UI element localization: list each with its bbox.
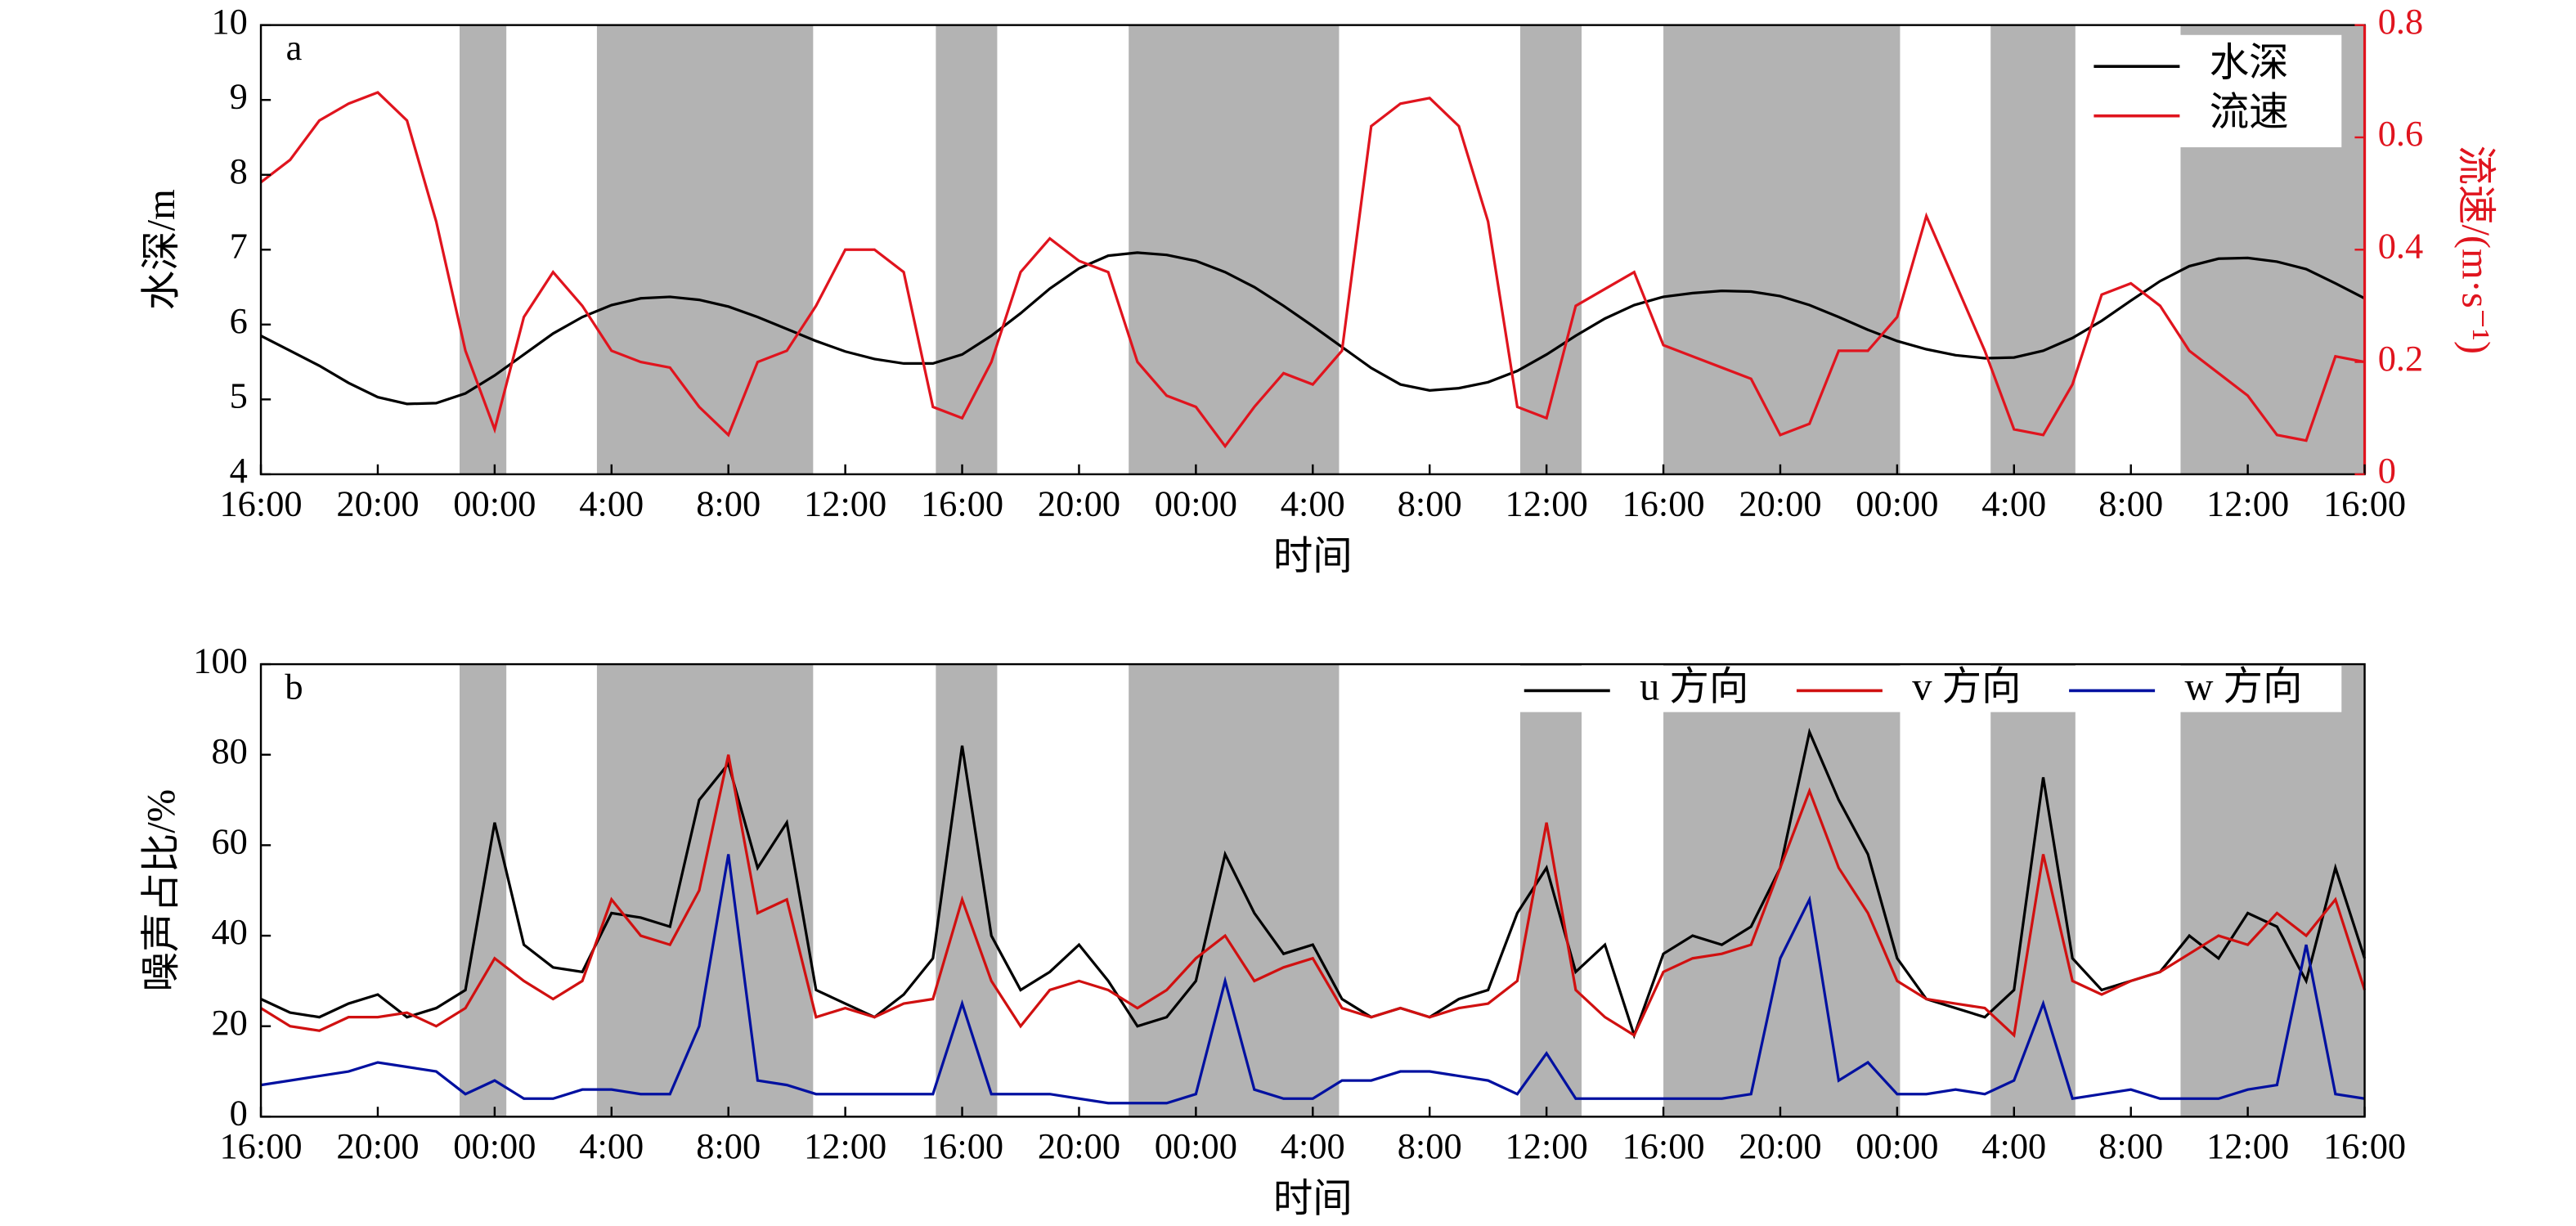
x-tick-label: 12:00 — [804, 1125, 886, 1166]
x-tick-label: 8:00 — [1398, 1125, 1462, 1166]
x-tick-label: 12:00 — [2206, 1125, 2289, 1166]
shaded-period — [596, 25, 814, 474]
data-line — [260, 754, 2367, 1039]
legend-box — [2077, 34, 2342, 148]
x-tick-label: 20:00 — [336, 483, 419, 523]
shaded-period — [936, 664, 998, 1117]
x-tick-label: 20:00 — [336, 1125, 419, 1166]
shaded-period — [1519, 25, 1582, 474]
shaded-period — [1663, 664, 1901, 1117]
x-tick-label: 8:00 — [696, 483, 761, 523]
x-tick-label: 8:00 — [2098, 1125, 2163, 1166]
data-line — [260, 251, 2366, 406]
x-tick-label: 16:00 — [219, 1125, 302, 1166]
y2-axis-label: 流速/(m·s⁻¹) — [2454, 146, 2497, 354]
shaded-period — [2180, 664, 2365, 1117]
shaded-period — [1519, 664, 1582, 1117]
y2-tick-label: 0 — [2378, 450, 2396, 491]
shaded-period — [596, 664, 814, 1117]
x-tick-label: 12:00 — [804, 483, 886, 523]
x-tick-label: 4:00 — [579, 483, 644, 523]
x-tick-label: 00:00 — [1155, 1125, 1237, 1166]
x-tick-label: 20:00 — [1739, 1125, 1821, 1166]
legend-label: w 方向 — [2184, 666, 2302, 709]
legend-label: 流速 — [2210, 91, 2289, 134]
y-tick-label: 7 — [230, 225, 248, 266]
x-tick-label: 16:00 — [1622, 1125, 1704, 1166]
y-tick-label: 0 — [230, 1093, 248, 1134]
x-tick-label: 16:00 — [921, 483, 1003, 523]
panel-label: a — [286, 27, 303, 68]
x-tick-label: 20:00 — [1739, 483, 1821, 523]
x-tick-label: 12:00 — [1506, 1125, 1588, 1166]
x-axis-label: 时间 — [1273, 535, 1353, 578]
shaded-period — [1663, 25, 1901, 474]
x-tick-label: 12:00 — [2206, 483, 2289, 523]
x-tick-label: 16:00 — [2323, 483, 2406, 523]
y-tick-label: 60 — [211, 821, 247, 862]
shaded-period — [1129, 25, 1340, 474]
legend-label: v 方向 — [1912, 666, 2021, 709]
panel-label: b — [285, 667, 303, 707]
y-axis-label: 噪声占比/% — [140, 789, 183, 992]
y2-tick-label: 0.2 — [2378, 338, 2424, 379]
shaded-period — [936, 25, 998, 474]
y-tick-label: 100 — [193, 640, 248, 680]
y-tick-label: 9 — [230, 75, 248, 116]
data-line — [260, 727, 2367, 1040]
x-tick-label: 4:00 — [1281, 483, 1345, 523]
x-tick-label: 4:00 — [579, 1125, 644, 1166]
y-tick-label: 80 — [211, 730, 247, 771]
legend-box — [1507, 666, 2342, 712]
x-tick-label: 16:00 — [1622, 483, 1704, 523]
x-tick-label: 00:00 — [1856, 483, 1938, 523]
legend-label: 水深 — [2210, 41, 2289, 84]
y-tick-label: 5 — [230, 375, 248, 416]
y2-tick-label: 0.8 — [2378, 1, 2424, 42]
x-tick-label: 00:00 — [453, 483, 536, 523]
data-line — [260, 91, 2365, 449]
x-tick-label: 20:00 — [1038, 483, 1120, 523]
x-tick-label: 00:00 — [1856, 1125, 1938, 1166]
data-line — [260, 854, 2365, 1105]
x-tick-label: 4:00 — [1981, 483, 2046, 523]
y-tick-label: 10 — [211, 1, 247, 42]
y2-tick-label: 0.6 — [2378, 113, 2424, 154]
x-tick-label: 8:00 — [2098, 483, 2163, 523]
y-tick-label: 20 — [211, 1002, 247, 1043]
x-tick-label: 16:00 — [2323, 1125, 2406, 1166]
x-tick-label: 20:00 — [1038, 1125, 1120, 1166]
x-tick-label: 4:00 — [1281, 1125, 1345, 1166]
x-tick-label: 00:00 — [453, 1125, 536, 1166]
x-tick-label: 16:00 — [921, 1125, 1003, 1166]
x-axis-label: 时间 — [1273, 1177, 1353, 1220]
x-tick-label: 16:00 — [219, 483, 302, 523]
y-axis-label: 水深/m — [140, 189, 183, 310]
legend-label: u 方向 — [1640, 666, 1748, 709]
y-tick-label: 4 — [230, 450, 248, 491]
x-tick-label: 8:00 — [1398, 483, 1462, 523]
x-tick-label: 00:00 — [1155, 483, 1237, 523]
y-tick-label: 40 — [211, 911, 247, 952]
x-tick-label: 8:00 — [696, 1125, 761, 1166]
shaded-period — [1990, 25, 2076, 474]
y-tick-label: 6 — [230, 300, 248, 341]
x-tick-label: 4:00 — [1981, 1125, 2046, 1166]
y-tick-label: 8 — [230, 150, 248, 191]
x-tick-label: 12:00 — [1506, 483, 1588, 523]
y2-tick-label: 0.4 — [2378, 225, 2424, 266]
shaded-period — [1129, 664, 1340, 1117]
